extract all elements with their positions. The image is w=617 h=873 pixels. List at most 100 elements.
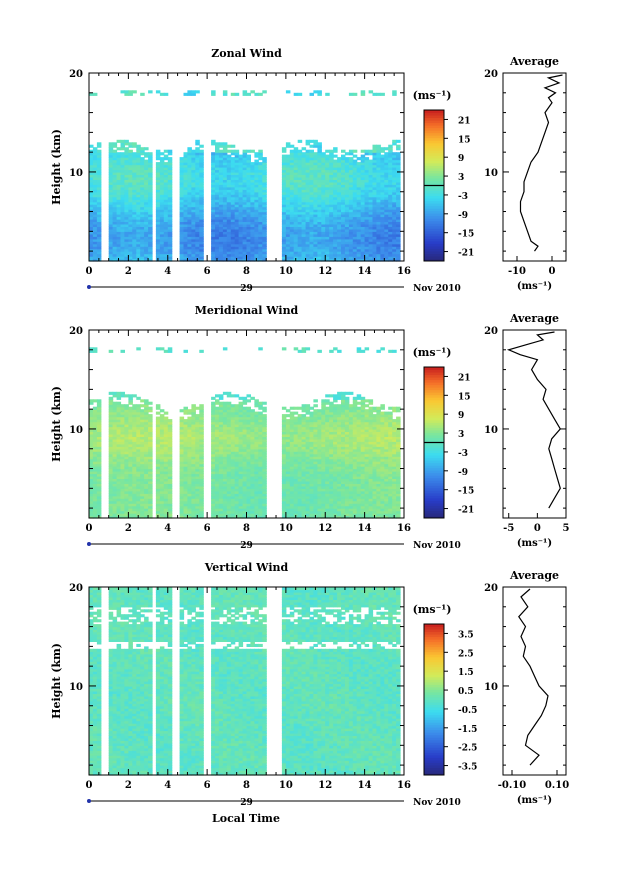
heatmap-cell	[183, 211, 188, 215]
heatmap-cell	[242, 149, 248, 153]
heatmap-cell	[108, 391, 114, 395]
heatmap-cell	[108, 179, 114, 183]
heatmap-cell	[116, 468, 122, 472]
heatmap-cell	[112, 448, 118, 452]
heatmap-cell	[191, 92, 196, 96]
heatmap-cell	[191, 209, 196, 213]
heatmap-cell	[384, 147, 389, 151]
heatmap-cell	[163, 256, 169, 260]
heatmap-cell	[199, 441, 204, 445]
heatmap-cell	[116, 424, 122, 428]
heatmap-cell	[380, 186, 385, 190]
heatmap-cell	[96, 246, 102, 250]
heatmap-cell	[187, 228, 192, 232]
heatmap-cell	[191, 152, 196, 156]
heatmap-cell	[218, 231, 224, 235]
heatmap-cell	[199, 184, 204, 188]
heatmap-cell	[179, 416, 185, 420]
heatmap-cell	[222, 475, 228, 479]
heatmap-cell	[108, 438, 114, 442]
heatmap-cell	[211, 441, 216, 445]
heatmap-cell	[258, 196, 263, 200]
heatmap-cell	[136, 149, 141, 153]
heatmap-cell	[132, 505, 137, 509]
heatmap-cell	[159, 92, 165, 96]
heatmap-cell	[211, 206, 216, 210]
heatmap-cell	[222, 241, 228, 245]
heatmap-cell	[199, 468, 204, 472]
heatmap-cell	[226, 436, 232, 440]
heatmap-cell	[238, 209, 244, 213]
heatmap-cell	[128, 453, 133, 457]
heatmap-cell	[218, 456, 224, 460]
heatmap-cell	[258, 221, 263, 225]
heatmap-cell	[199, 490, 204, 494]
heatmap-cell	[313, 241, 318, 245]
heatmap-cell	[392, 226, 397, 230]
heatmap-cell	[226, 414, 232, 418]
heatmap-cell	[108, 503, 114, 507]
heatmap-cell	[112, 181, 118, 185]
heatmap-cell	[167, 209, 173, 213]
heatmap-cell	[222, 453, 228, 457]
heatmap-cell	[337, 233, 342, 237]
heatmap-cell	[258, 238, 263, 242]
heatmap-cell	[211, 152, 216, 156]
heatmap-cell	[238, 167, 244, 171]
heatmap-cell	[258, 218, 263, 222]
heatmap-cell	[136, 248, 141, 252]
heatmap-cell	[136, 500, 141, 504]
heatmap-cell	[222, 480, 228, 484]
heatmap-cell	[289, 233, 295, 237]
heatmap-cell	[116, 246, 122, 250]
heatmap-cell	[179, 251, 185, 255]
heatmap-cell	[144, 246, 149, 250]
heatmap-cell	[305, 164, 311, 168]
heatmap-cell	[380, 164, 385, 168]
heatmap-cell	[136, 458, 141, 462]
heatmap-cell	[155, 495, 161, 499]
heatmap-cell	[222, 154, 228, 158]
heatmap-cell	[167, 473, 173, 477]
heatmap-cell	[112, 426, 118, 430]
heatmap-cell	[89, 473, 94, 477]
heatmap-cell	[364, 152, 370, 156]
heatmap-cell	[195, 194, 200, 198]
heatmap-cell	[199, 508, 204, 512]
heatmap-cell	[89, 201, 94, 205]
heatmap-cell	[96, 466, 102, 470]
heatmap-cell	[392, 246, 397, 250]
heatmap-cell	[234, 196, 240, 200]
heatmap-cell	[195, 431, 200, 435]
heatmap-cell	[124, 475, 129, 479]
heatmap-cell	[333, 154, 338, 158]
heatmap-cell	[112, 478, 118, 482]
heatmap-cell	[254, 191, 259, 195]
heatmap-cell	[262, 191, 267, 195]
heatmap-cell	[376, 243, 381, 247]
heatmap-cell	[246, 209, 251, 213]
heatmap-cell	[325, 179, 330, 183]
heatmap-cell	[376, 157, 381, 161]
heatmap-cell	[337, 199, 342, 203]
heatmap-cell	[297, 253, 303, 257]
heatmap-cell	[155, 441, 161, 445]
heatmap-cell	[179, 436, 185, 440]
heatmap-cell	[159, 258, 165, 262]
heatmap-cell	[344, 164, 350, 168]
heatmap-cell	[218, 426, 224, 430]
heatmap-cell	[140, 441, 145, 445]
heatmap-cell	[96, 401, 102, 405]
heatmap-cell	[191, 416, 196, 420]
heatmap-cell	[144, 147, 149, 151]
heatmap-cell	[120, 194, 125, 198]
heatmap-cell	[112, 431, 118, 435]
heatmap-cell	[179, 191, 185, 195]
heatmap-cell	[112, 508, 118, 512]
heatmap-cell	[89, 179, 94, 183]
heatmap-cell	[167, 490, 173, 494]
heatmap-cell	[246, 256, 251, 260]
heatmap-cell	[360, 231, 366, 235]
heatmap-cell	[159, 221, 165, 225]
heatmap-cell	[155, 513, 161, 517]
